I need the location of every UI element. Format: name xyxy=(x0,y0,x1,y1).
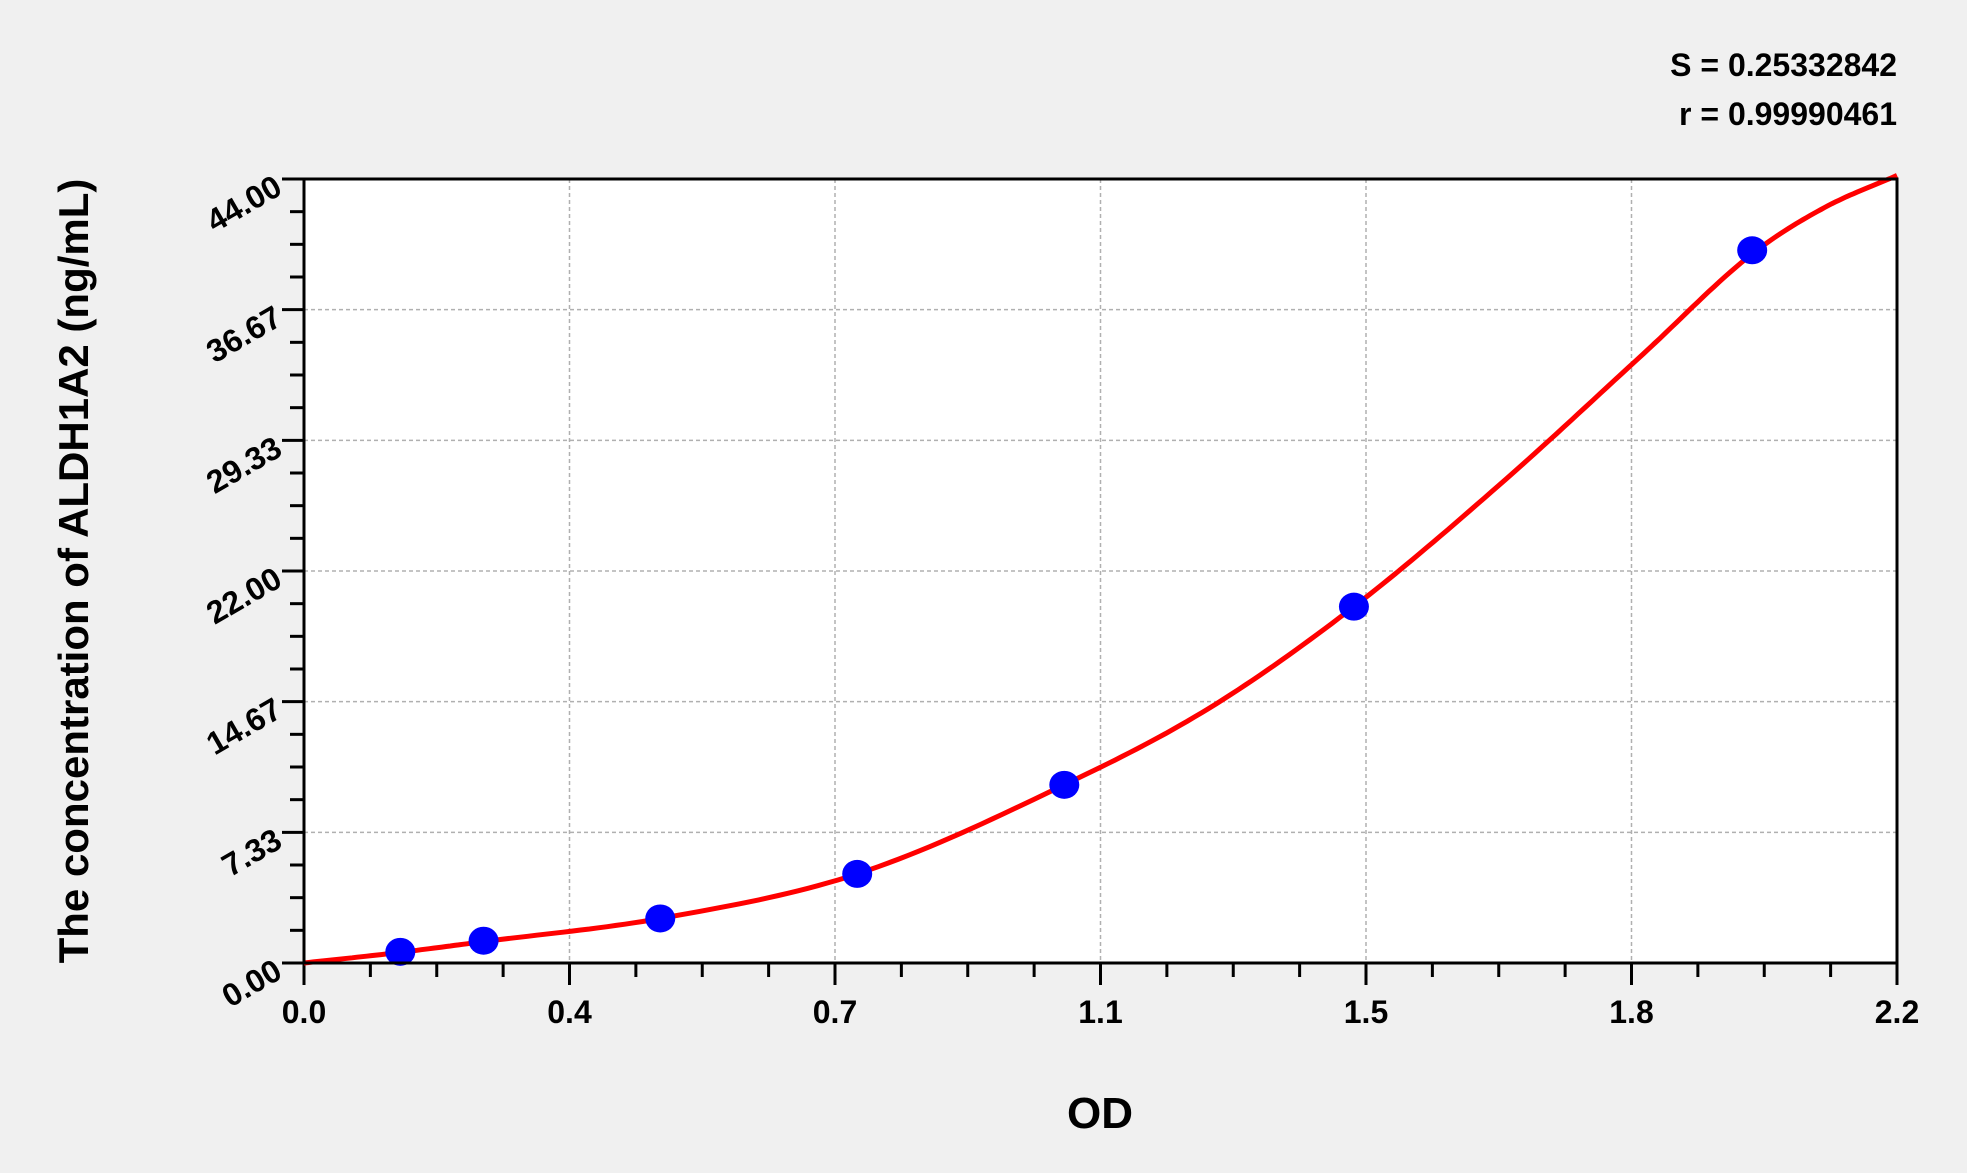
data-point xyxy=(1737,236,1768,265)
x-tick-label: 1.1 xyxy=(1078,994,1122,1030)
stats-r: r = 0.99990461 xyxy=(1679,96,1897,132)
x-tick-label: 1.5 xyxy=(1344,994,1388,1030)
y-tick-label: 36.67 xyxy=(200,299,287,370)
data-point xyxy=(1049,770,1080,799)
plot-frame xyxy=(302,177,1899,965)
data-point xyxy=(468,926,499,955)
y-tick-label: 0.00 xyxy=(216,952,288,1014)
y-axis-label: The concentration of ALDH1A2 (ng/mL) xyxy=(50,179,97,964)
x-tick-label: 0.0 xyxy=(282,994,326,1030)
data-point xyxy=(385,937,416,966)
x-tick-label: 2.2 xyxy=(1875,994,1919,1030)
data-point xyxy=(842,859,873,888)
stats-s: S = 0.25332842 xyxy=(1670,47,1897,83)
x-axis-label: OD xyxy=(1067,1089,1133,1138)
data-point xyxy=(1338,592,1369,621)
y-tick-label: 7.33 xyxy=(216,821,288,883)
data-point xyxy=(645,904,676,933)
y-tick-label: 14.67 xyxy=(200,691,287,762)
x-tick-label: 0.7 xyxy=(813,994,857,1030)
y-tick-label: 22.00 xyxy=(200,560,287,631)
x-tick-label: 0.4 xyxy=(547,994,592,1030)
y-tick-label: 29.33 xyxy=(200,429,287,500)
x-tick-label: 1.8 xyxy=(1609,994,1653,1030)
y-tick-label: 44.00 xyxy=(200,168,287,239)
